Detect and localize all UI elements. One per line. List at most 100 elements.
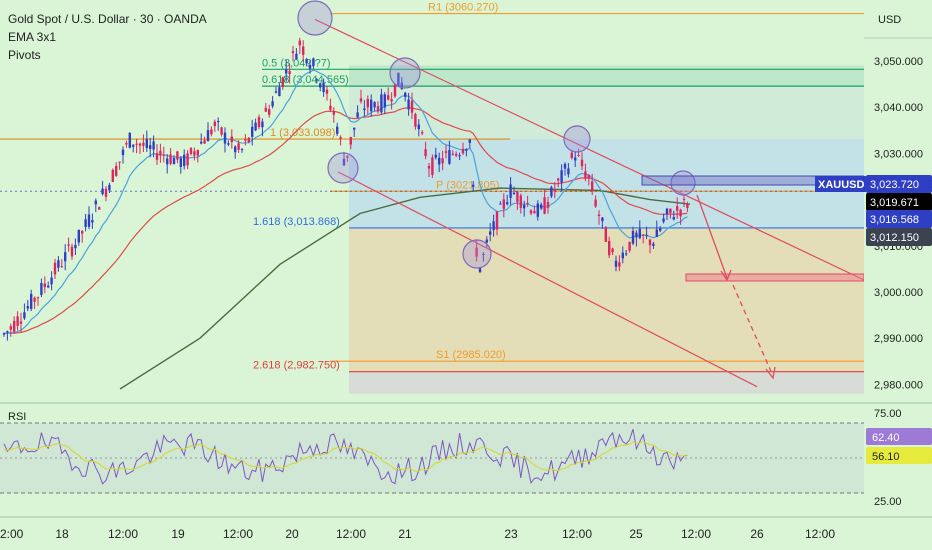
candle-body <box>509 184 512 198</box>
candle-body <box>332 111 335 115</box>
candle-body <box>594 199 597 207</box>
candle-body <box>506 202 509 205</box>
rsi-tick-upper: 75.00 <box>874 408 902 420</box>
candle-body <box>611 248 614 253</box>
candle-body <box>387 95 390 100</box>
candle-body <box>47 285 50 288</box>
candle-body <box>213 121 216 127</box>
ema-fast-line <box>3 69 688 334</box>
time-tick-label: 12:00 <box>108 527 138 541</box>
ema-indicator-label[interactable]: EMA 3x1 <box>8 30 57 44</box>
candle-body <box>397 72 400 86</box>
time-tick-label: 23 <box>504 527 518 541</box>
symbol-title[interactable]: Gold Spot / U.S. Dollar · 30 · OANDA <box>8 12 207 26</box>
candle-body <box>563 163 567 169</box>
arrow-head <box>720 269 732 282</box>
candle-body <box>383 94 386 108</box>
target-zone <box>685 273 865 282</box>
candle-body <box>489 231 492 235</box>
candle-body <box>254 122 257 131</box>
candle-body <box>223 132 227 144</box>
candle-body <box>682 198 686 200</box>
candle-body <box>642 234 645 236</box>
time-tick-label: 18 <box>55 527 69 541</box>
candle-body <box>111 169 114 183</box>
price-tick-label: 3,030.000 <box>874 148 923 160</box>
candle-body <box>244 139 247 141</box>
rsi-value-bg <box>866 428 932 445</box>
candle-body <box>268 109 271 115</box>
candle-body <box>162 154 165 156</box>
candle-body <box>597 214 601 217</box>
candle-body <box>346 155 349 158</box>
time-tick-label: 20 <box>285 527 299 541</box>
candle-body <box>461 148 465 154</box>
candle-body <box>526 202 529 204</box>
candle-body <box>519 195 522 208</box>
candle-body <box>567 168 570 175</box>
rsi-ma-line <box>3 441 688 472</box>
candle-body <box>431 157 434 175</box>
rsi-ma-value: 56.10 <box>872 451 900 463</box>
candle-body <box>36 297 40 299</box>
candle-body <box>155 153 159 160</box>
fib-zone-tan <box>349 227 864 372</box>
candle-body <box>512 192 516 194</box>
candle-body <box>247 137 250 142</box>
candle-body <box>380 94 383 113</box>
candle-body <box>91 220 94 223</box>
candle-body <box>101 188 104 195</box>
time-tick-label: 12:00 <box>336 527 366 541</box>
candle-body <box>172 158 176 165</box>
candle-body <box>444 151 448 153</box>
projection-arrow-dashed <box>732 284 774 377</box>
candle-body <box>468 139 471 143</box>
candle-body <box>159 150 162 156</box>
candle-body <box>77 229 80 243</box>
candle-body <box>404 92 407 97</box>
candle-body <box>108 184 111 191</box>
candle-body <box>291 51 295 53</box>
candle-body <box>257 116 261 128</box>
candle-body <box>210 129 213 135</box>
candle-body <box>349 137 352 145</box>
candle-body <box>635 232 638 238</box>
candle-body <box>50 277 53 285</box>
candle-body <box>570 152 573 159</box>
rsi-value: 62.40 <box>872 432 900 444</box>
candle-body <box>179 158 182 167</box>
price-tag-value: 3,019.671 <box>870 197 919 209</box>
candle-body <box>145 138 148 149</box>
price-tag-bg <box>866 175 932 193</box>
channel-lower-line <box>337 171 758 388</box>
candle-body <box>19 321 23 324</box>
candle-body <box>278 87 281 97</box>
candle-body <box>407 99 410 110</box>
time-tick-label: 21 <box>398 527 412 541</box>
candle-body <box>298 40 301 46</box>
candle-body <box>115 165 118 176</box>
candle-body <box>128 132 131 148</box>
candle-body <box>336 126 339 134</box>
candle-body <box>659 228 662 231</box>
candle-body <box>305 59 308 64</box>
candle-body <box>540 204 543 209</box>
candle-body <box>251 126 254 137</box>
level-label: 2.618 (2,982.750) <box>253 360 340 372</box>
candle-body <box>356 112 359 118</box>
candle-body <box>26 306 29 309</box>
candle-body <box>587 175 590 179</box>
candle-body <box>125 143 128 145</box>
candle-body <box>189 147 193 154</box>
pivots-indicator-label[interactable]: Pivots <box>8 48 41 62</box>
candle-body <box>492 221 495 231</box>
candle-body <box>135 143 138 145</box>
candle-body <box>580 159 584 167</box>
candle-body <box>53 262 57 275</box>
time-tick-label: 25 <box>629 527 643 541</box>
candle-body <box>495 211 499 230</box>
pivot-circle <box>670 170 696 196</box>
candle-body <box>553 189 556 192</box>
candle-body <box>533 211 536 214</box>
